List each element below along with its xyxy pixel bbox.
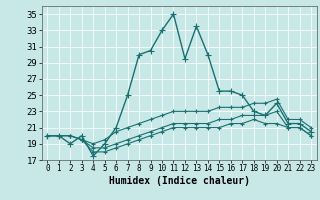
- X-axis label: Humidex (Indice chaleur): Humidex (Indice chaleur): [109, 176, 250, 186]
